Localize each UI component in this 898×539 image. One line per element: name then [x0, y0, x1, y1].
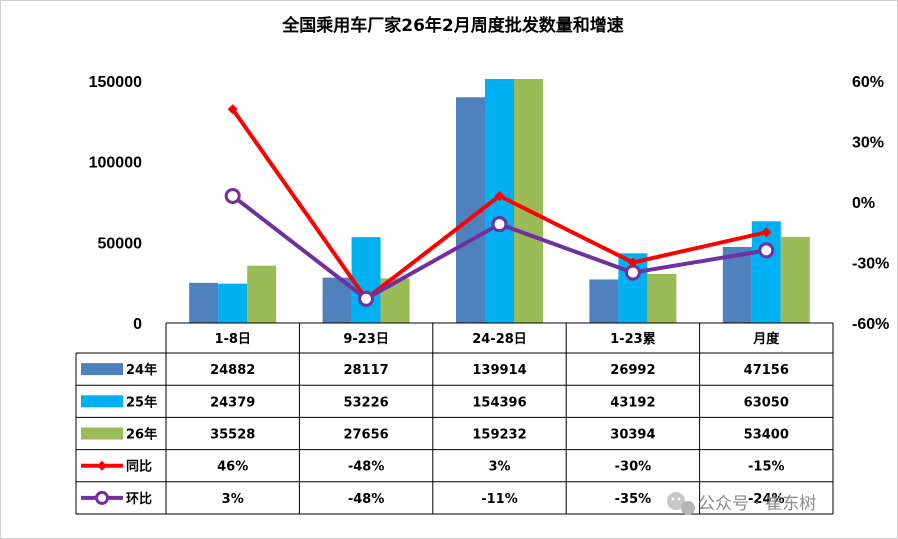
bar-24年-月度	[722, 246, 752, 323]
bar-26年-1-23累	[647, 273, 677, 323]
table-cell: 24379	[210, 395, 255, 410]
category-label: 1-8日	[214, 332, 251, 347]
legend-key-24年	[81, 363, 123, 376]
point-同比-1-8日	[227, 104, 238, 115]
right-axis: -60% -30% 0% 30% 60%	[852, 74, 889, 333]
category-label: 1-23累	[610, 331, 656, 347]
table-cell: 24882	[210, 363, 255, 378]
legend-marker-同比	[97, 460, 107, 471]
bar-26年-月度	[780, 236, 810, 323]
table-cell: 139914	[472, 363, 526, 378]
right-tick-label: 30%	[852, 135, 884, 152]
table-cell: 26992	[610, 363, 655, 378]
table-cell: -30%	[615, 460, 652, 475]
table-cell: 154396	[472, 395, 526, 410]
table-cell: 53400	[744, 428, 789, 443]
table-cell: -24%	[748, 492, 785, 507]
table-cell: 159232	[472, 428, 526, 443]
table-cell: -11%	[481, 492, 518, 507]
left-tick-label: 100000	[89, 155, 142, 172]
bar-26年-1-8日	[247, 265, 277, 323]
table-cell: 47156	[744, 363, 789, 378]
right-tick-label: 0%	[852, 195, 875, 212]
table-cell: 43192	[610, 395, 655, 410]
table-cell: 63050	[744, 395, 789, 410]
wechat-icon	[667, 492, 695, 515]
table-cell: 3%	[222, 492, 244, 507]
chart-title: 全国乘用车厂家26年2月周度批发数量和增速	[281, 15, 624, 36]
bar-25年-9-23日	[351, 237, 381, 323]
category-label: 月度	[752, 331, 780, 347]
right-tick-label: -30%	[852, 256, 889, 273]
bar-24年-1-8日	[189, 282, 219, 323]
bar-26年-24-28日	[514, 79, 543, 323]
left-tick-label: 0	[133, 316, 142, 333]
table-cell: -15%	[748, 460, 785, 475]
table-cell: 35528	[210, 428, 255, 443]
table-cell: -48%	[348, 460, 385, 475]
left-tick-label: 50000	[98, 235, 143, 252]
data-table: 1-8日 9-23日 24-28日 1-23累 月度 24年 24882 28117 13991…	[75, 322, 834, 515]
legend-key-26年	[81, 427, 123, 440]
table-cell: 27656	[343, 428, 388, 443]
legend-marker-环比	[95, 490, 109, 505]
table-cell: 46%	[217, 460, 248, 475]
table-cell: 53226	[343, 395, 388, 410]
left-tick-label: 150000	[89, 74, 142, 91]
bar-25年-月度	[751, 221, 781, 323]
left-axis: 0 50000 100000 150000	[89, 74, 142, 333]
table-cell: 30394	[610, 428, 655, 443]
category-label: 9-23日	[343, 332, 389, 347]
point-环比-9-23日	[358, 290, 375, 307]
legend-label-26年: 26年	[126, 427, 157, 443]
legend-key-25年	[81, 395, 123, 408]
line-series-group	[224, 104, 775, 307]
table-cell: -35%	[615, 492, 652, 507]
bar-24年-1-23累	[589, 279, 619, 323]
watermark: 公众号 · 崔东树	[667, 492, 816, 515]
table-cell: -48%	[348, 492, 385, 507]
point-环比-1-23累	[624, 264, 641, 281]
legend-label-24年: 24年	[126, 362, 157, 378]
point-同比-24-28日	[494, 190, 505, 201]
legend-label-同比: 同比	[126, 459, 152, 475]
legend-label-环比: 环比	[126, 491, 152, 507]
category-label: 24-28日	[472, 332, 527, 347]
right-tick-label: -60%	[852, 316, 889, 333]
bar-25年-1-8日	[218, 283, 248, 323]
table-cell: 3%	[488, 460, 510, 475]
legend-label-25年: 25年	[126, 394, 157, 410]
point-环比-24-28日	[491, 216, 508, 233]
table-cell: 28117	[343, 363, 388, 378]
right-tick-label: 60%	[852, 74, 884, 91]
watermark-text: 公众号 · 崔东树	[698, 494, 816, 514]
point-同比-月度	[761, 227, 772, 238]
point-环比-月度	[758, 242, 775, 259]
point-环比-1-8日	[224, 187, 241, 204]
